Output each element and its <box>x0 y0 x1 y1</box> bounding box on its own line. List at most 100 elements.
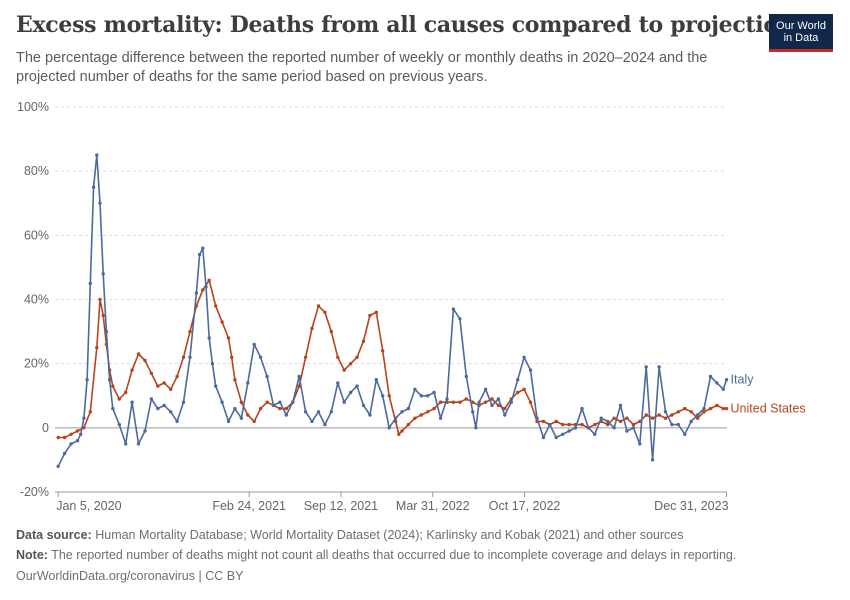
united-states-point[interactable] <box>631 422 636 427</box>
italy-point[interactable] <box>618 403 623 408</box>
united-states-point[interactable] <box>175 374 179 379</box>
united-states-point[interactable] <box>188 329 192 334</box>
italy-point[interactable] <box>573 426 578 430</box>
italy-point[interactable] <box>130 400 134 404</box>
united-states-point[interactable] <box>483 400 488 404</box>
united-states-point[interactable] <box>143 358 147 363</box>
united-states-point[interactable] <box>695 416 700 420</box>
italy-point[interactable] <box>650 458 655 462</box>
united-states-point[interactable] <box>323 310 327 314</box>
united-states-point[interactable] <box>95 345 99 350</box>
italy-point[interactable] <box>62 451 67 456</box>
italy-point[interactable] <box>329 410 333 414</box>
italy-point[interactable] <box>516 378 520 382</box>
italy-point[interactable] <box>612 426 616 430</box>
owid-logo[interactable]: Our World in Data <box>769 14 833 52</box>
united-states-point[interactable] <box>88 410 93 414</box>
italy-point[interactable] <box>406 406 411 411</box>
italy-point[interactable] <box>724 378 729 382</box>
united-states-point[interactable] <box>169 387 173 391</box>
united-states-point[interactable] <box>451 400 456 404</box>
italy-point[interactable] <box>689 419 693 424</box>
united-states-point[interactable] <box>149 371 154 375</box>
credit-text[interactable]: OurWorldinData.org/coronavirus | CC BY <box>16 569 244 583</box>
italy-point[interactable] <box>535 416 539 420</box>
united-states-point[interactable] <box>124 390 128 395</box>
united-states-point[interactable] <box>458 400 462 404</box>
united-states-point[interactable] <box>503 406 507 411</box>
italy-point[interactable] <box>400 410 404 414</box>
italy-point[interactable] <box>107 378 112 382</box>
united-states-point[interactable] <box>342 368 346 372</box>
united-states-point[interactable] <box>258 406 263 411</box>
italy-point[interactable] <box>156 406 160 411</box>
italy-point[interactable] <box>474 426 478 430</box>
united-states-point[interactable] <box>580 422 584 427</box>
united-states-point[interactable] <box>528 400 533 404</box>
united-states-point[interactable] <box>239 400 244 404</box>
italy-point[interactable] <box>220 400 224 404</box>
italy-point[interactable] <box>336 381 340 385</box>
italy-point[interactable] <box>91 185 96 189</box>
united-states-point[interactable] <box>432 406 436 411</box>
united-states-point[interactable] <box>156 384 160 388</box>
italy-point[interactable] <box>246 381 250 385</box>
united-states-point[interactable] <box>348 362 353 366</box>
united-states-point[interactable] <box>201 288 205 292</box>
italy-point[interactable] <box>644 365 648 369</box>
legend-label-united-states[interactable]: United States <box>731 402 806 416</box>
united-states-point[interactable] <box>310 326 314 331</box>
italy-point[interactable] <box>98 201 102 205</box>
united-states-point[interactable] <box>226 336 231 340</box>
united-states-point[interactable] <box>252 419 256 424</box>
italy-point[interactable] <box>393 416 398 420</box>
united-states-point[interactable] <box>162 381 166 385</box>
italy-point[interactable] <box>522 355 526 359</box>
italy-point[interactable] <box>56 464 60 468</box>
italy-point[interactable] <box>210 362 215 366</box>
italy-point[interactable] <box>419 394 423 398</box>
italy-point[interactable] <box>438 416 443 420</box>
united-states-point[interactable] <box>220 320 224 324</box>
italy-point[interactable] <box>233 406 237 411</box>
italy-point[interactable] <box>695 413 700 417</box>
united-states-point[interactable] <box>374 310 378 314</box>
italy-point[interactable] <box>69 442 73 446</box>
united-states-point[interactable] <box>676 410 680 414</box>
italy-point[interactable] <box>464 374 468 379</box>
italy-point[interactable] <box>188 355 192 359</box>
united-states-point[interactable] <box>561 422 565 427</box>
united-states-point[interactable] <box>69 432 73 436</box>
italy-point[interactable] <box>445 397 449 401</box>
united-states-point[interactable] <box>130 368 134 372</box>
united-states-point[interactable] <box>361 339 366 343</box>
italy-point[interactable] <box>284 413 288 417</box>
united-states-point[interactable] <box>625 416 629 420</box>
united-states-point[interactable] <box>663 416 668 420</box>
united-states-point[interactable] <box>721 406 725 411</box>
italy-point[interactable] <box>265 374 269 379</box>
italy-point[interactable] <box>85 378 89 382</box>
united-states-point[interactable] <box>101 313 105 318</box>
italy-point[interactable] <box>586 426 591 430</box>
united-states-point[interactable] <box>117 397 122 401</box>
united-states-point[interactable] <box>715 403 719 408</box>
italy-point[interactable] <box>124 442 128 446</box>
italy-point[interactable] <box>483 387 488 391</box>
united-states-point[interactable] <box>541 419 546 424</box>
united-states-point[interactable] <box>670 413 674 417</box>
italy-point[interactable] <box>471 410 475 414</box>
italy-point[interactable] <box>625 429 629 433</box>
italy-point[interactable] <box>226 419 231 424</box>
legend-label-italy[interactable]: Italy <box>731 373 755 387</box>
italy-point[interactable] <box>303 410 308 414</box>
italy-point[interactable] <box>541 435 546 440</box>
italy-point[interactable] <box>101 272 105 276</box>
united-states-point[interactable] <box>98 297 102 302</box>
italy-point[interactable] <box>374 378 378 382</box>
united-states-point[interactable] <box>406 422 411 427</box>
italy-point[interactable] <box>554 435 558 440</box>
united-states-point[interactable] <box>265 400 269 404</box>
italy-point[interactable] <box>355 384 359 388</box>
united-states-point[interactable] <box>554 419 558 424</box>
